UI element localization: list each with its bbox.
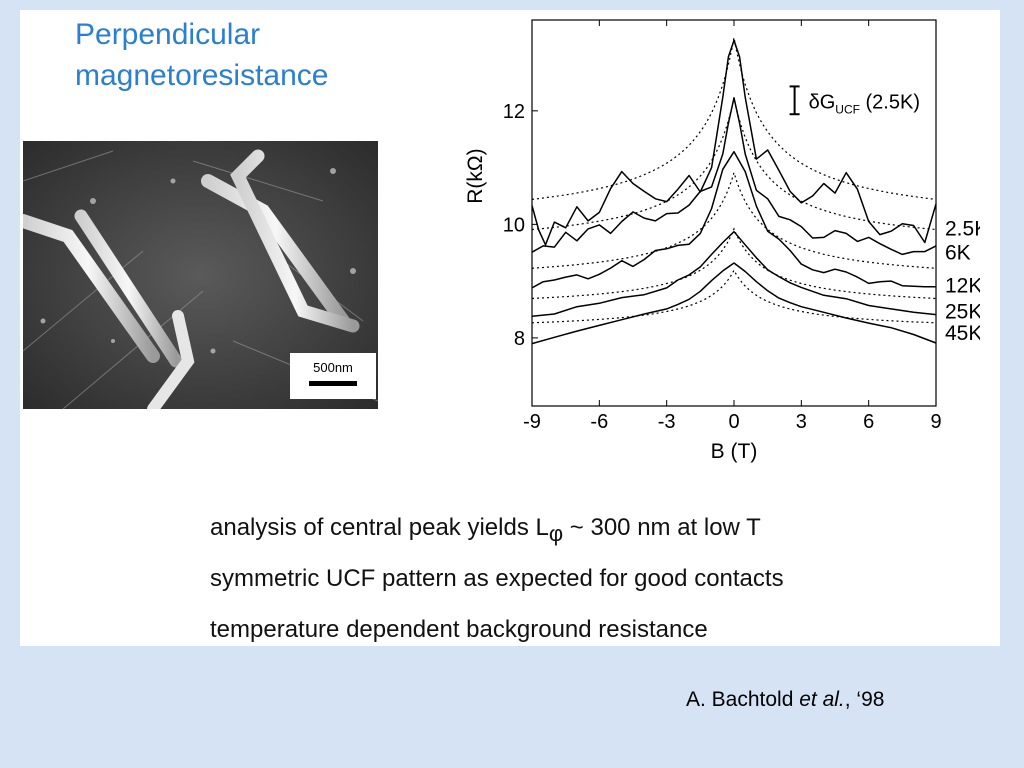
bullet-1-text: analysis of central peak yields L	[210, 514, 549, 541]
x-axis-label: B (T)	[711, 440, 758, 463]
scale-bar-box: 500nm	[290, 353, 376, 399]
data-curve-4	[531, 262, 937, 345]
magnetoresistance-chart: -9 -6 -3 0 3 6 9 8 10 12 B (T) R(kΩ) 2.5K6K 12K 25K45K…	[464, 19, 980, 463]
citation-author: A. Bachtold	[686, 688, 800, 711]
x-tick-label-3: 0	[728, 411, 739, 433]
y-tick-label-1: 10	[503, 214, 525, 236]
sem-image	[23, 141, 378, 409]
fit-curve-4	[531, 269, 937, 324]
ucf-annotation: δGUCF (2.5K)	[809, 91, 920, 116]
y-axis-label: R(kΩ)	[464, 148, 487, 203]
fit-curve-0	[531, 37, 937, 200]
bullet-2: symmetric UCF pattern as expected for go…	[210, 565, 784, 592]
data-curve-3	[531, 230, 937, 318]
curve-label-2: 12K	[945, 274, 980, 297]
x-tick-label-1: -6	[590, 411, 608, 433]
x-tick-label-0: -9	[523, 411, 541, 433]
bullet-3: temperature dependent background resista…	[210, 616, 708, 643]
curve-label-3: 25K	[945, 301, 980, 324]
curve-label-4: 45K	[945, 322, 980, 345]
bullet-list: analysis of central peak yields Lφ ~ 300…	[210, 508, 784, 661]
y-tick-label-0: 8	[514, 328, 525, 350]
y-tick-label-2: 12	[503, 101, 525, 123]
citation-etal: et al.	[799, 688, 845, 711]
fit-curve-2	[531, 170, 937, 269]
bullet-1: analysis of central peak yields Lφ ~ 300…	[210, 508, 784, 559]
data-curve-1	[531, 97, 937, 256]
data-curve-0	[531, 39, 937, 246]
x-tick-label-6: 9	[930, 411, 941, 433]
x-tick-label-4: 3	[796, 411, 807, 433]
curve-label-0: 2.5K	[945, 218, 980, 241]
title-line-2: magnetoresistance	[75, 59, 329, 92]
phi-subscript: φ	[548, 520, 564, 546]
fit-curve-3	[531, 227, 937, 300]
fit-curve-1	[531, 97, 937, 231]
curve-label-1: 6K	[945, 241, 971, 264]
citation: A. Bachtold et al., ‘98	[686, 688, 884, 712]
citation-year: , ‘98	[844, 688, 885, 711]
x-tick-label-2: -3	[658, 411, 676, 433]
scale-bar-label: 500nm	[313, 360, 353, 375]
scale-bar	[309, 381, 357, 386]
slide-title: Perpendicular magnetoresistance	[75, 14, 328, 96]
x-tick-label-5: 6	[863, 411, 874, 433]
title-line-1: Perpendicular	[75, 18, 261, 51]
data-curve-2	[531, 150, 936, 289]
plot-frame	[531, 19, 937, 407]
bullet-1-text-end: ~ 300 nm at low T	[563, 514, 761, 541]
